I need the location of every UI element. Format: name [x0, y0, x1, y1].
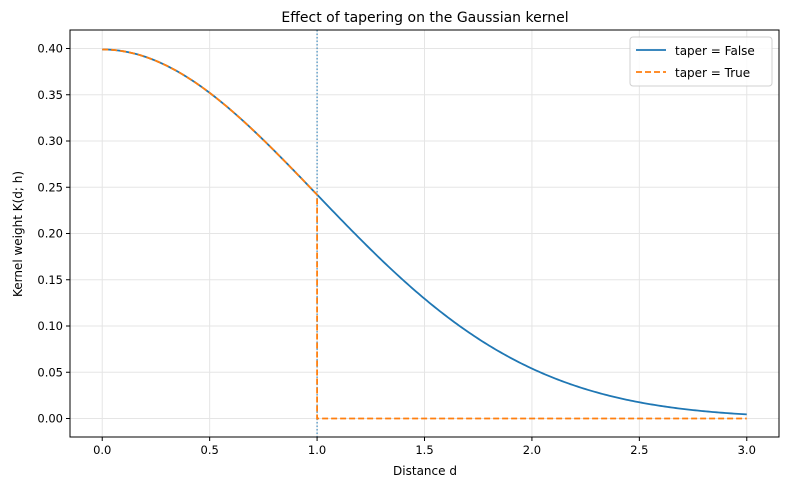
x-axis-ticks: 0.0 0.5 1.0 1.5 2.0 2.5 3.0 [93, 437, 756, 457]
y-tick-label: 0.35 [37, 88, 63, 102]
y-tick-label: 0.15 [37, 273, 63, 287]
plot-series [102, 48, 747, 420]
x-tick-label: 2.5 [630, 443, 648, 457]
grid-lines [70, 30, 779, 437]
legend-label-false: taper = False [675, 44, 755, 58]
x-tick-label: 2.0 [523, 443, 541, 457]
y-axis-label: Kernel weight K(d; h) [11, 171, 25, 297]
x-tick-label: 0.0 [93, 443, 111, 457]
y-tick-label: 0.20 [37, 227, 63, 241]
chart-title: Effect of tapering on the Gaussian kerne… [281, 10, 568, 26]
y-tick-label: 0.10 [37, 319, 63, 333]
x-axis-label: Distance d [393, 464, 457, 478]
y-tick-label: 0.25 [37, 180, 63, 194]
y-tick-label: 0.40 [37, 42, 63, 56]
x-tick-label: 0.5 [201, 443, 219, 457]
y-tick-label: 0.30 [37, 134, 63, 148]
y-tick-label: 0.05 [37, 365, 63, 379]
legend-label-true: taper = True [675, 66, 750, 80]
legend: taper = False taper = True [629, 36, 773, 87]
y-axis-ticks: 0.00 0.05 0.10 0.15 0.20 0.25 0.30 0.35 0.40 [37, 42, 70, 426]
x-tick-label: 1.5 [415, 443, 433, 457]
x-tick-label: 1.0 [308, 443, 326, 457]
x-tick-label: 3.0 [738, 443, 756, 457]
y-tick-label: 0.00 [37, 412, 63, 426]
